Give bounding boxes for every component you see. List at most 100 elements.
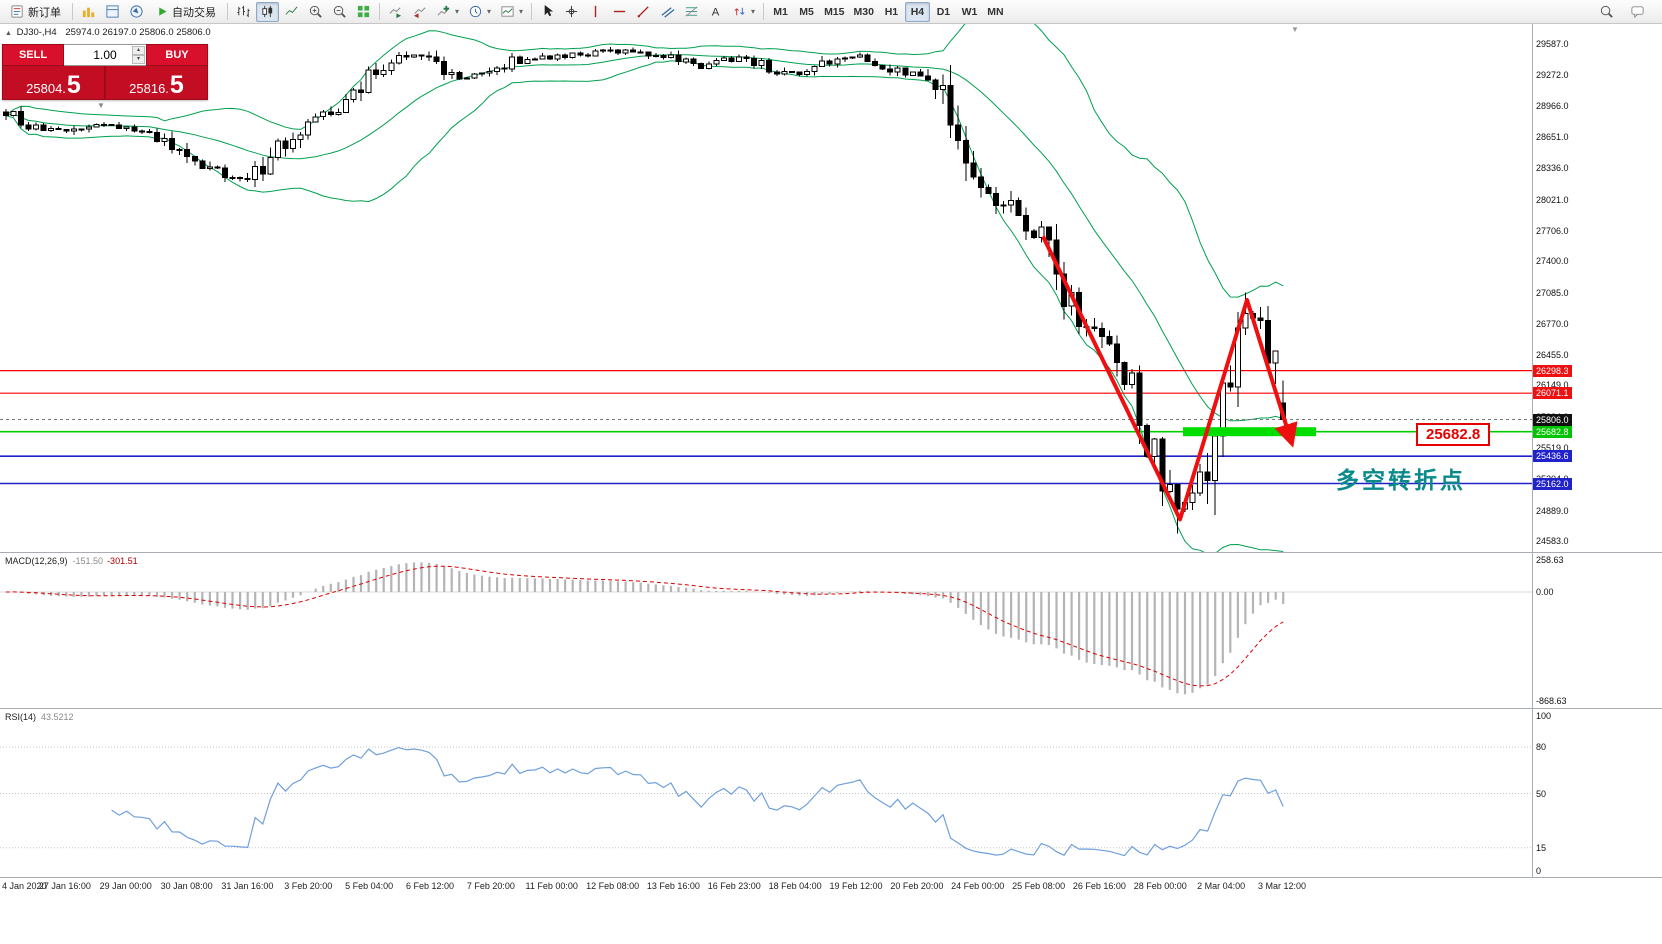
- price-axis[interactable]: 29587.0 29272.0 28966.0 28651.0 28336.0 28021…: [1533, 24, 1661, 878]
- collapse-trade-panel-arrow[interactable]: ▼: [97, 101, 105, 110]
- search-button[interactable]: [1595, 2, 1618, 22]
- price-level-label: 26071.1: [1533, 387, 1572, 400]
- volume-field[interactable]: 1.00 ▴ ▾: [64, 44, 146, 66]
- chart-symbol-period: DJ30-,H4: [16, 27, 57, 38]
- price-row: 25804. 5 25816. 5: [2, 66, 208, 100]
- timeframe-m30-button[interactable]: M30: [850, 2, 878, 22]
- panel-resize-handle[interactable]: [0, 708, 1662, 709]
- candlestick-icon: [262, 5, 273, 18]
- horizontal-line-tool-button[interactable]: [608, 2, 631, 22]
- price-tick: 28966.0: [1536, 100, 1569, 111]
- candles: [2, 47, 1287, 534]
- toolbar-divider: [379, 3, 380, 20]
- crosshair-tool-button[interactable]: [560, 2, 583, 22]
- sell-button[interactable]: SELL: [2, 44, 64, 66]
- bar-chart-icon: [237, 5, 250, 18]
- buy-button[interactable]: BUY: [146, 44, 208, 66]
- volume-value: 1.00: [93, 48, 117, 62]
- bar-chart-button[interactable]: [232, 2, 255, 22]
- line-chart-button[interactable]: [280, 2, 303, 22]
- panel-resize-handle[interactable]: [0, 552, 1662, 553]
- rsi-panel[interactable]: [0, 709, 1532, 877]
- rsi-axis-tick: 0: [1536, 866, 1542, 876]
- timeframe-m5-button[interactable]: M5: [794, 2, 819, 22]
- bollinger-upper-band: [5, 24, 1284, 298]
- rsi-axis-tick: 100: [1536, 711, 1552, 721]
- autotrading-button[interactable]: 自动交易: [149, 2, 223, 22]
- time-tick: 25 Feb 08:00: [1012, 881, 1066, 891]
- fibonacci-tool-button[interactable]: [680, 2, 703, 22]
- timeframe-group: M1 M5 M15 M30 H1 H4 D1 W1 MN: [768, 1, 1008, 22]
- timeframe-h4-button[interactable]: H4: [904, 1, 930, 22]
- price-tick: 26770.0: [1536, 318, 1569, 329]
- auto-scroll-button[interactable]: [384, 2, 407, 22]
- macd-signal-line: [5, 565, 1284, 687]
- time-tick: 2 Mar 04:00: [1197, 881, 1246, 891]
- autotrading-label: 自动交易: [172, 6, 216, 19]
- time-tick: 31 Jan 16:00: [221, 881, 274, 891]
- channel-icon: [661, 7, 675, 18]
- zoom-out-icon: [333, 5, 346, 18]
- time-tick: 27 Jan 16:00: [38, 881, 91, 891]
- time-tick: 4 Jan 2020: [2, 881, 47, 891]
- zoom-in-button[interactable]: [304, 2, 327, 22]
- periods-button[interactable]: ▾: [464, 2, 495, 22]
- symbol-marker-icon: ▲: [5, 30, 12, 37]
- time-tick: 13 Feb 16:00: [646, 881, 700, 891]
- indicators-button[interactable]: ▾: [432, 2, 463, 22]
- volume-down-button[interactable]: ▾: [132, 55, 145, 64]
- arrows-tool-button[interactable]: ▾: [728, 2, 759, 22]
- timeframe-w1-button[interactable]: W1: [957, 2, 982, 22]
- text-tool-button[interactable]: A: [704, 2, 727, 22]
- turning-point-annotation[interactable]: 多空转折点: [1336, 467, 1466, 493]
- navigator-button[interactable]: [125, 2, 148, 22]
- timeframe-h1-button[interactable]: H1: [879, 2, 904, 22]
- panel-resize-handle[interactable]: [0, 877, 1662, 878]
- fibonacci-icon: [685, 6, 698, 17]
- time-axis[interactable]: 4 Jan 2020 27 Jan 16:00 29 Jan 00:00 30 Jan…: [0, 878, 1532, 896]
- tile-windows-icon: [357, 5, 370, 18]
- trendline-tool-button[interactable]: [632, 2, 655, 22]
- time-tick: 3 Mar 12:00: [1257, 881, 1307, 891]
- data-window-button[interactable]: [101, 2, 124, 22]
- cursor-tool-button[interactable]: [536, 2, 559, 22]
- templates-button[interactable]: ▾: [496, 2, 527, 22]
- time-tick: 5 Feb 04:00: [345, 881, 394, 891]
- buy-price-big-digit: 5: [169, 71, 184, 99]
- vertical-line-tool-button[interactable]: [584, 2, 607, 22]
- vertical-line-icon: [594, 5, 597, 18]
- price-chart-panel[interactable]: [0, 24, 1532, 552]
- price-callout-label[interactable]: 25682.8: [1416, 423, 1491, 446]
- bollinger-lower-band: [5, 60, 1284, 552]
- bollinger-middle-band: [5, 54, 1284, 422]
- chat-button[interactable]: [1626, 2, 1649, 22]
- tile-windows-button[interactable]: [352, 2, 375, 22]
- indicators-icon: [437, 5, 450, 16]
- candlestick-chart-button[interactable]: [256, 1, 279, 22]
- price-tick: 24889.0: [1536, 505, 1569, 516]
- macd-panel[interactable]: [0, 553, 1532, 708]
- cursor-icon: [544, 4, 554, 17]
- macd-name: MACD(12,26,9): [5, 556, 68, 566]
- timeframe-m1-button[interactable]: M1: [768, 2, 793, 22]
- macd-axis-tick: -868.63: [1536, 696, 1567, 706]
- time-tick: 6 Feb 12:00: [405, 881, 455, 891]
- timeframe-mn-button[interactable]: MN: [983, 2, 1008, 22]
- templates-icon: [501, 6, 514, 17]
- macd-indicator-label: MACD(12,26,9) -151.50 -301.51: [5, 556, 138, 566]
- zoom-out-button[interactable]: [328, 2, 351, 22]
- channel-tool-button[interactable]: [656, 2, 679, 22]
- timeframe-d1-button[interactable]: D1: [931, 2, 956, 22]
- support-highlight-bar[interactable]: [1183, 427, 1316, 437]
- chart-shift-button[interactable]: [408, 2, 431, 22]
- volume-up-button[interactable]: ▴: [132, 46, 145, 55]
- timeframe-m15-button[interactable]: M15: [820, 2, 848, 22]
- volume-spinner: ▴ ▾: [132, 46, 145, 64]
- market-watch-button[interactable]: [77, 2, 100, 22]
- trend-arrow-annotation[interactable]: [1041, 235, 1298, 522]
- new-order-button[interactable]: 新订单: [3, 2, 68, 22]
- chart-ohlc-values: 25974.0 26197.0 25806.0 25806.0: [65, 27, 211, 38]
- sell-price-big-digit: 5: [66, 71, 81, 99]
- time-tick: 3 Feb 20:00: [284, 881, 333, 891]
